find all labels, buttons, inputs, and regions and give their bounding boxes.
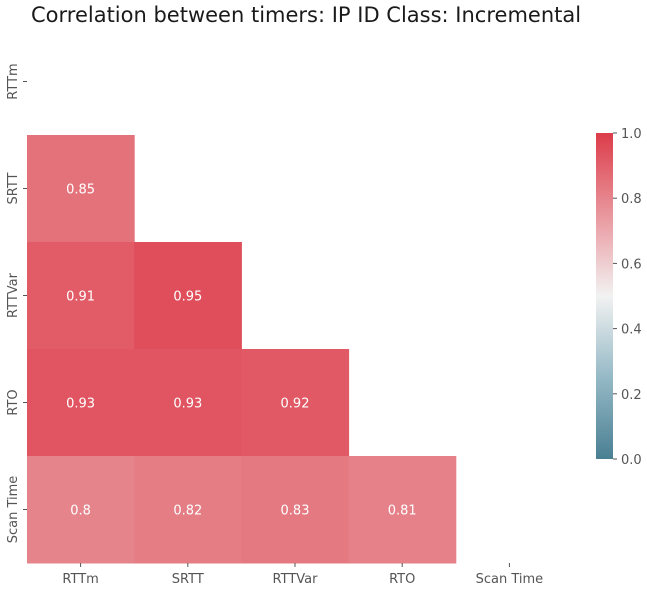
cell-value-label: 0.82: [173, 504, 202, 519]
x-tick-label: RTTVar: [273, 572, 319, 587]
y-tick-label: Scan Time: [6, 476, 21, 544]
heatmap-cells: [27, 135, 457, 564]
y-tick-label: SRTT: [6, 172, 21, 204]
cell-annotations: 0.85 0.91 0.95 0.93 0.93 0.92 0.8 0.82 0.83 0.81: [66, 183, 417, 519]
heatmap-cell: [27, 349, 135, 457]
cell-value-label: 0.93: [173, 397, 202, 412]
y-tick-label: RTTm: [6, 63, 21, 99]
x-tick-label: RTTm: [62, 572, 98, 587]
cell-value-label: 0.8: [70, 504, 91, 519]
x-tick-label: Scan Time: [476, 572, 544, 587]
heatmap-cell: [134, 242, 242, 350]
heatmap-cell: [348, 456, 457, 564]
colorbar: 0.0 0.2 0.4 0.6 0.8 1.0: [596, 127, 642, 468]
y-tick-label: RTO: [6, 389, 21, 415]
y-tick-label: RTTVar: [6, 272, 21, 318]
x-tick-label: SRTT: [172, 572, 204, 587]
heatmap-cell: [241, 456, 350, 564]
cell-value-label: 0.91: [66, 290, 95, 305]
chart-title: Correlation between timers: IP ID Class:…: [31, 3, 582, 27]
cell-value-label: 0.81: [388, 504, 417, 519]
heatmap-cell: [134, 456, 242, 564]
colorbar-tick-label: 0.4: [621, 323, 642, 338]
colorbar-tick-label: 0.6: [621, 257, 642, 272]
cell-value-label: 0.92: [281, 397, 310, 412]
x-axis: RTTm SRTT RTTVar RTO Scan Time: [62, 563, 543, 587]
cell-value-label: 0.83: [281, 504, 310, 519]
colorbar-tick-label: 1.0: [621, 127, 642, 142]
colorbar-gradient: [596, 133, 613, 459]
heatmap-cell: [241, 349, 350, 457]
y-axis: RTTm SRTT RTTVar RTO Scan Time: [6, 63, 27, 543]
cell-value-label: 0.93: [66, 397, 95, 412]
cell-value-label: 0.85: [66, 183, 95, 198]
colorbar-tick-label: 0.0: [621, 453, 642, 468]
colorbar-tick-label: 0.8: [621, 192, 642, 207]
x-tick-label: RTO: [389, 572, 415, 587]
heatmap-cell: [27, 242, 135, 350]
cell-value-label: 0.95: [173, 290, 202, 305]
heatmap-cell: [27, 135, 135, 243]
heatmap-cell: [134, 349, 242, 457]
heatmap-cell: [27, 456, 135, 564]
colorbar-tick-label: 0.2: [621, 388, 642, 403]
